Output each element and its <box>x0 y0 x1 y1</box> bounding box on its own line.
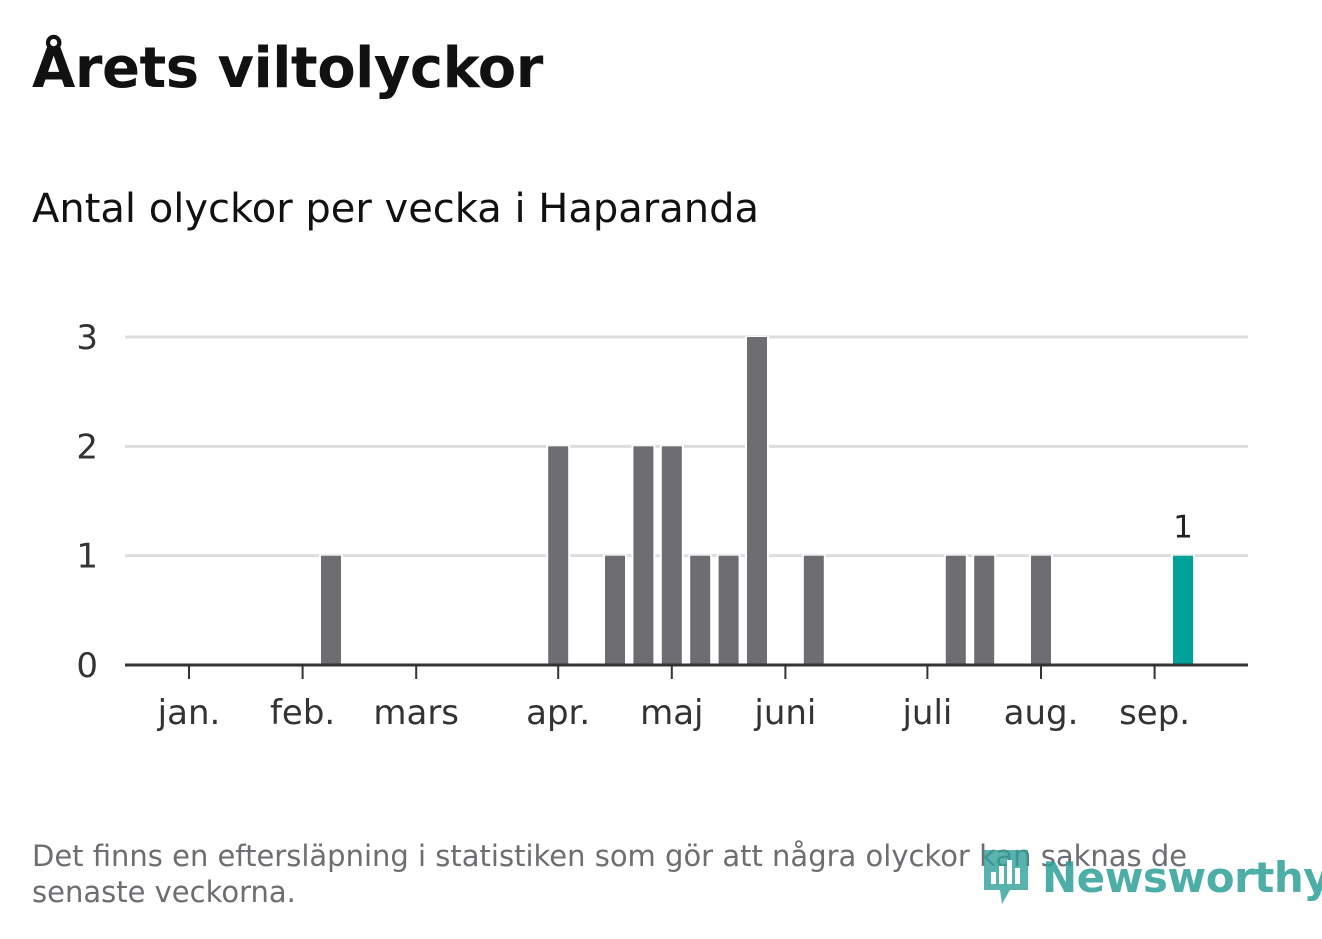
bar <box>321 555 341 665</box>
x-tick-label: feb. <box>270 693 335 733</box>
x-tick-label: aug. <box>1004 693 1079 733</box>
bar <box>661 446 682 665</box>
bar-highlight <box>1173 555 1193 665</box>
x-tick-label: jan. <box>157 693 221 733</box>
bar <box>605 555 625 665</box>
x-tick-label: apr. <box>526 693 590 733</box>
bar <box>803 555 824 665</box>
bar <box>548 446 569 665</box>
chart-subtitle: Antal olyckor per vecka i Haparanda <box>32 186 760 232</box>
bar <box>1031 555 1051 665</box>
x-tick-label: sep. <box>1119 693 1190 733</box>
bar-chart: 0 1 2 3 1 jan. feb. mars apr. maj juni juli aug. sep. <box>76 318 1248 733</box>
y-tick-label: 1 <box>76 537 98 577</box>
y-tick-label: 2 <box>76 427 98 467</box>
y-tick-label: 0 <box>76 646 98 686</box>
chart-logo-icon <box>984 850 1028 904</box>
newsworthy-logo: Newsworthy <box>980 846 1322 908</box>
x-tick-label: maj <box>640 693 703 733</box>
bar <box>974 555 995 665</box>
x-tick-label: mars <box>373 693 459 733</box>
x-tick-label: juni <box>753 693 816 733</box>
bar <box>633 446 654 665</box>
bar <box>945 555 966 665</box>
logo-name: Newsworthy <box>1042 852 1322 902</box>
bar <box>690 555 711 665</box>
x-tick-label: juli <box>901 693 952 733</box>
bar <box>718 555 739 665</box>
bar <box>747 337 767 665</box>
data-label: 1 <box>1173 510 1193 546</box>
chart-title: Årets viltolyckor <box>32 36 543 101</box>
y-tick-label: 3 <box>76 318 98 358</box>
